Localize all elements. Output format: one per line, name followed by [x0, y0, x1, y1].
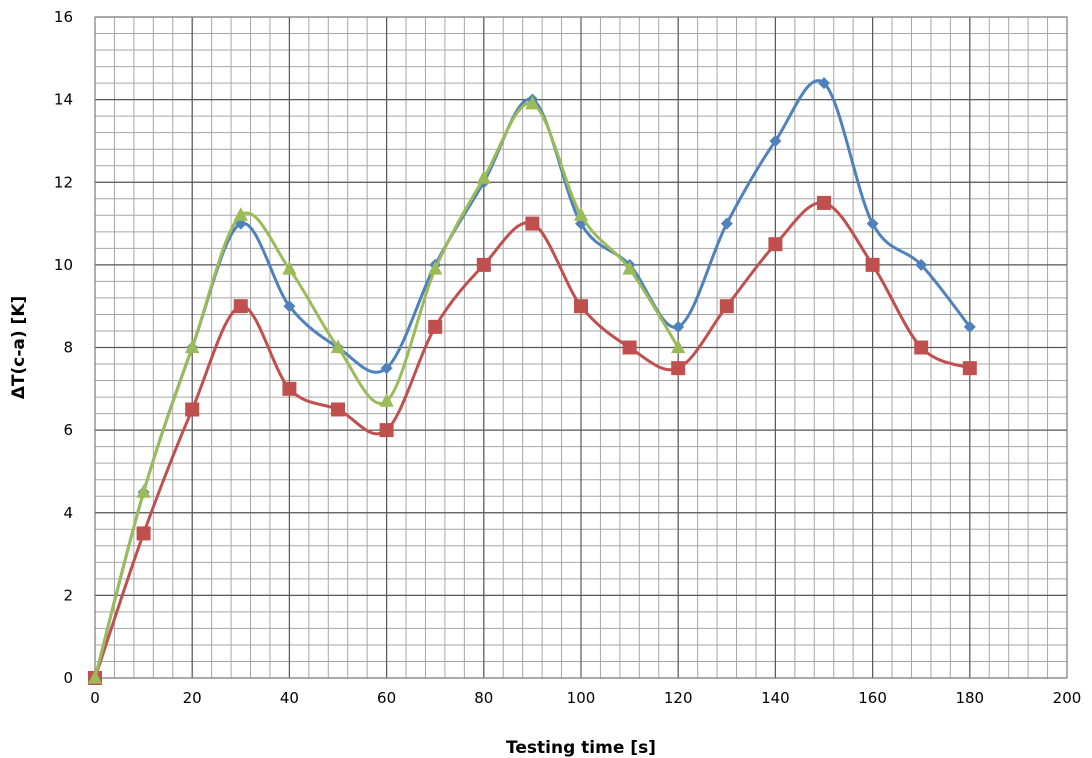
y-tick-label: 10: [54, 256, 73, 274]
data-point-triangle: [282, 261, 297, 275]
plot-area-frame: [94, 16, 1068, 679]
data-point-square: [865, 257, 880, 272]
x-tick-label: 80: [474, 689, 493, 707]
x-tick-label: 120: [664, 689, 693, 707]
data-point-square: [233, 299, 248, 314]
data-point-triangle: [136, 484, 151, 498]
y-tick-label: 14: [54, 91, 73, 109]
data-point-triangle: [87, 670, 103, 684]
y-tick-label: 0: [63, 669, 73, 687]
x-axis-title: Testing time [s]: [506, 738, 656, 758]
data-point-triangle: [379, 393, 394, 407]
data-point-diamond: [866, 217, 879, 230]
data-point-triangle: [671, 339, 686, 354]
x-tick-label: 20: [183, 689, 202, 707]
data-point-diamond: [915, 258, 928, 271]
y-axis-title: ΔT(c-a) [K]: [9, 296, 29, 400]
data-point-square: [428, 319, 443, 334]
data-point-diamond: [672, 320, 685, 333]
data-point-triangle: [428, 261, 443, 275]
series-layer: [87, 77, 977, 685]
data-point-square: [282, 381, 297, 396]
y-tick-label: 8: [63, 339, 73, 357]
data-point-diamond: [818, 77, 830, 90]
x-axis-tick-labels: 0 20 40 60 80 100 120 140 160 180 200: [90, 689, 1081, 707]
data-point-diamond: [769, 134, 782, 147]
data-point-triangle: [525, 95, 540, 110]
data-point-square: [914, 340, 929, 355]
data-point-square: [622, 340, 637, 355]
data-point-triangle: [622, 261, 637, 275]
data-point-square: [574, 299, 588, 314]
data-point-triangle: [476, 170, 491, 184]
x-tick-label: 160: [858, 689, 887, 707]
series-3: [87, 95, 686, 684]
data-point-square: [476, 257, 491, 272]
data-point-triangle: [573, 207, 589, 221]
y-tick-label: 12: [54, 173, 73, 191]
data-point-diamond: [720, 217, 733, 230]
data-point-square: [379, 423, 394, 438]
data-point-diamond: [380, 362, 393, 375]
data-point-square: [136, 526, 151, 541]
x-tick-label: 140: [761, 689, 790, 707]
data-point-square: [719, 299, 734, 314]
data-point-triangle: [185, 339, 200, 354]
x-tick-label: 40: [280, 689, 299, 707]
x-tick-label: 60: [377, 689, 396, 707]
series-2: [88, 195, 977, 685]
data-point-square: [185, 402, 200, 417]
data-point-triangle: [330, 339, 346, 354]
data-point-square: [525, 216, 540, 231]
y-tick-label: 16: [54, 8, 73, 26]
data-point-diamond: [963, 320, 976, 333]
x-tick-label: 200: [1053, 689, 1082, 707]
y-tick-label: 4: [63, 504, 73, 522]
data-point-square: [331, 402, 345, 417]
data-point-triangle: [233, 207, 248, 221]
y-axis-tick-labels: 0 2 4 6 8 10 12 14 16: [54, 8, 73, 687]
y-tick-label: 6: [63, 421, 73, 439]
x-tick-label: 0: [90, 689, 100, 707]
data-point-diamond: [283, 300, 296, 313]
data-point-square: [671, 361, 686, 376]
y-tick-label: 2: [63, 586, 73, 604]
x-tick-label: 100: [567, 689, 596, 707]
data-point-square: [768, 237, 783, 252]
x-tick-label: 180: [955, 689, 984, 707]
data-point-square: [962, 361, 977, 376]
data-point-square: [817, 195, 831, 210]
